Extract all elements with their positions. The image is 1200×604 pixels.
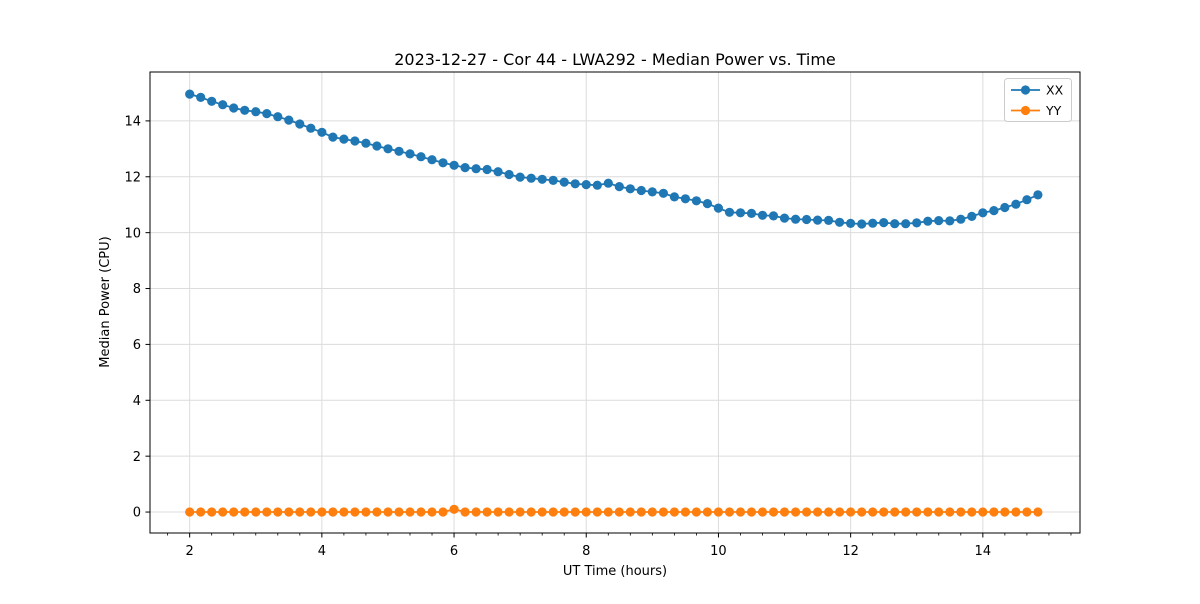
x-tick-label: 10 <box>710 544 727 559</box>
series-yy <box>185 504 1043 517</box>
y-axis-label: Median Power (CPU) <box>98 236 113 367</box>
y-tick-label: 6 <box>133 338 141 353</box>
x-tick-label: 6 <box>450 544 458 559</box>
legend-entry-xx: XX <box>1011 83 1064 98</box>
chart-title: 2023-12-27 - Cor 44 - LWA292 - Median Po… <box>394 50 836 69</box>
x-tick-label: 14 <box>975 544 992 559</box>
y-tick-label: 10 <box>124 226 141 241</box>
grid-lines <box>150 72 1080 533</box>
legend-label-xx: XX <box>1046 83 1064 98</box>
legend-label-yy: YY <box>1045 103 1062 118</box>
x-tick-label: 8 <box>582 544 590 559</box>
legend: XX YY <box>1004 78 1072 122</box>
plot-border <box>149 71 1081 534</box>
y-tick-label: 14 <box>124 114 141 129</box>
y-tick-label: 8 <box>133 282 141 297</box>
legend-marker-xx-icon <box>1020 85 1031 95</box>
x-axis: 2 4 6 8 10 12 14 <box>167 533 1072 559</box>
x-tick-label: 4 <box>318 544 326 559</box>
x-axis-label: UT Time (hours) <box>563 564 667 579</box>
legend-entry-yy: YY <box>1011 103 1062 118</box>
y-axis: 0 2 4 6 8 10 12 14 <box>124 114 150 521</box>
y-tick-label: 0 <box>133 506 141 521</box>
x-tick-label: 2 <box>186 544 194 559</box>
x-tick-label: 12 <box>842 544 859 559</box>
y-tick-label: 2 <box>133 450 141 465</box>
y-tick-label: 12 <box>124 170 141 185</box>
legend-marker-yy-icon <box>1020 105 1031 116</box>
y-tick-label: 4 <box>133 394 141 409</box>
series-xx <box>185 89 1043 229</box>
